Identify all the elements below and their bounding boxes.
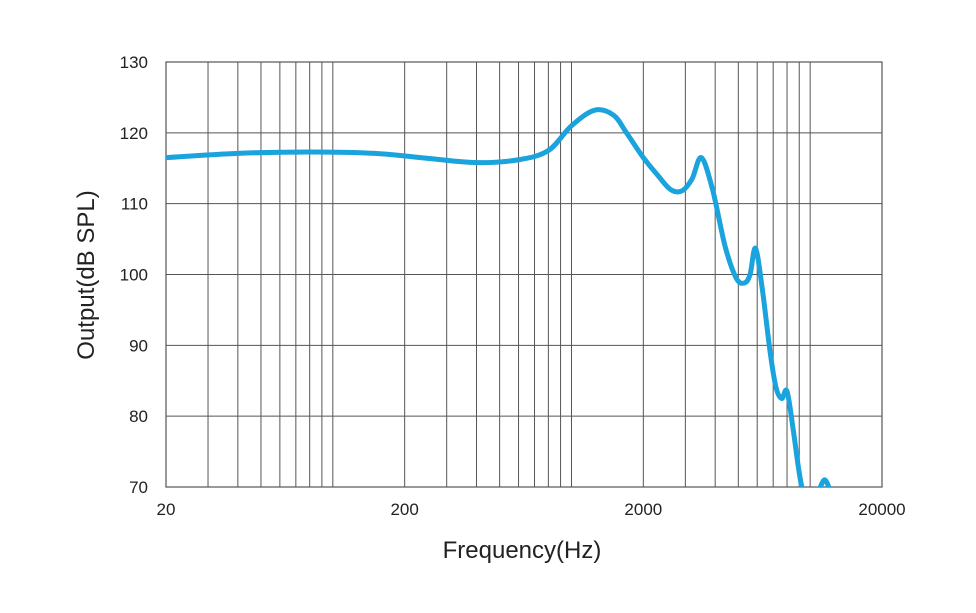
y-tick-label: 70 bbox=[129, 478, 148, 497]
y-axis-ticks: 70 80 90 100 110 120 130 bbox=[120, 53, 148, 497]
y-tick-label: 90 bbox=[129, 336, 148, 355]
y-tick-label: 120 bbox=[120, 124, 148, 143]
grid bbox=[165, 61, 883, 488]
x-tick-label: 20 bbox=[157, 500, 176, 519]
frequency-response-line bbox=[166, 107, 832, 487]
x-axis-ticks: 20 200 2000 20000 bbox=[157, 500, 906, 519]
plot-area-border bbox=[165, 61, 883, 488]
x-tick-label: 2000 bbox=[624, 500, 662, 519]
y-tick-label: 130 bbox=[120, 53, 148, 72]
y-axis-label: Output(dB SPL) bbox=[73, 190, 100, 359]
x-tick-label: 20000 bbox=[858, 500, 905, 519]
y-tick-label: 80 bbox=[129, 407, 148, 426]
y-tick-label: 110 bbox=[121, 195, 148, 214]
x-axis-label: Frequency(Hz) bbox=[443, 537, 602, 564]
y-tick-label: 100 bbox=[120, 266, 148, 285]
x-tick-label: 200 bbox=[390, 500, 418, 519]
